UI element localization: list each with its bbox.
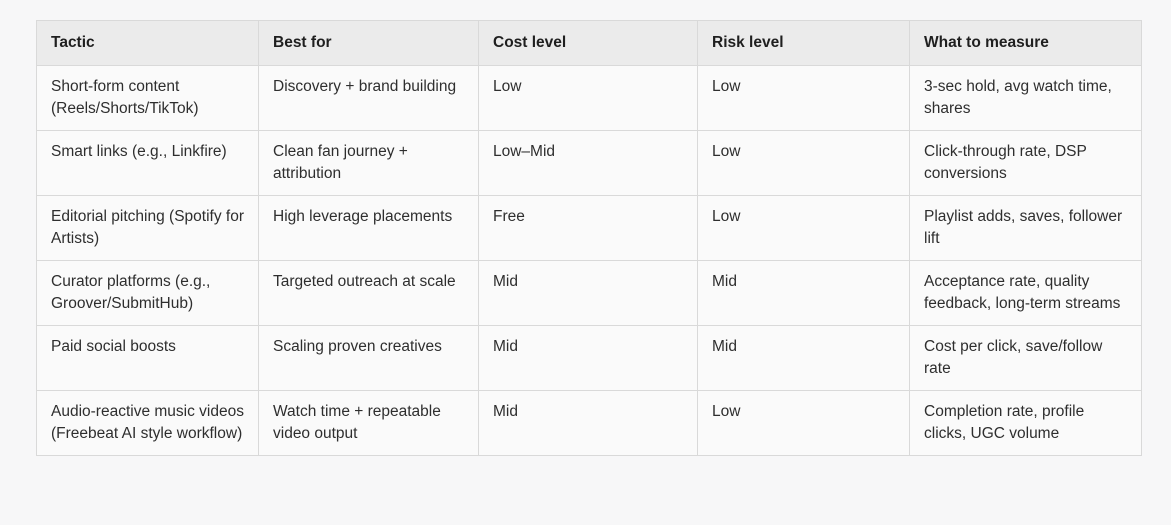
cell-tactic: Editorial pitching (Spotify for Artists)	[36, 195, 259, 261]
table-row: Smart links (e.g., Linkfire) Clean fan j…	[36, 130, 1142, 196]
table-row: Paid social boosts Scaling proven creati…	[36, 325, 1142, 391]
table-row: Audio-reactive music videos (Freebeat AI…	[36, 390, 1142, 456]
cell-cost-level: Low	[478, 65, 698, 131]
cell-cost-level: Mid	[478, 325, 698, 391]
cell-tactic: Smart links (e.g., Linkfire)	[36, 130, 259, 196]
column-header-cost-level: Cost level	[478, 20, 698, 66]
table-row: Curator platforms (e.g., Groover/SubmitH…	[36, 260, 1142, 326]
table-header-row: Tactic Best for Cost level Risk level Wh…	[36, 20, 1142, 66]
cell-best-for: Discovery + brand building	[258, 65, 479, 131]
cell-best-for: High leverage placements	[258, 195, 479, 261]
cell-risk-level: Low	[697, 195, 910, 261]
cell-what-to-measure: 3-sec hold, avg watch time, shares	[909, 65, 1142, 131]
cell-best-for: Watch time + repeatable video output	[258, 390, 479, 456]
cell-risk-level: Low	[697, 130, 910, 196]
cell-tactic: Paid social boosts	[36, 325, 259, 391]
cell-what-to-measure: Click-through rate, DSP conversions	[909, 130, 1142, 196]
column-header-tactic: Tactic	[36, 20, 259, 66]
cell-what-to-measure: Cost per click, save/follow rate	[909, 325, 1142, 391]
column-header-best-for: Best for	[258, 20, 479, 66]
cell-risk-level: Low	[697, 65, 910, 131]
cell-best-for: Targeted outreach at scale	[258, 260, 479, 326]
cell-cost-level: Free	[478, 195, 698, 261]
cell-what-to-measure: Acceptance rate, quality feedback, long-…	[909, 260, 1142, 326]
column-header-what-to-measure: What to measure	[909, 20, 1142, 66]
table-row: Short-form content (Reels/Shorts/TikTok)…	[36, 65, 1142, 131]
cell-tactic: Audio-reactive music videos (Freebeat AI…	[36, 390, 259, 456]
cell-risk-level: Mid	[697, 325, 910, 391]
table-row: Editorial pitching (Spotify for Artists)…	[36, 195, 1142, 261]
cell-cost-level: Mid	[478, 260, 698, 326]
column-header-risk-level: Risk level	[697, 20, 910, 66]
cell-what-to-measure: Playlist adds, saves, follower lift	[909, 195, 1142, 261]
cell-best-for: Clean fan journey + attribution	[258, 130, 479, 196]
cell-tactic: Short-form content (Reels/Shorts/TikTok)	[36, 65, 259, 131]
cell-tactic: Curator platforms (e.g., Groover/SubmitH…	[36, 260, 259, 326]
cell-risk-level: Mid	[697, 260, 910, 326]
cell-risk-level: Low	[697, 390, 910, 456]
cell-best-for: Scaling proven creatives	[258, 325, 479, 391]
cell-what-to-measure: Completion rate, profile clicks, UGC vol…	[909, 390, 1142, 456]
cell-cost-level: Mid	[478, 390, 698, 456]
tactics-comparison-table: Tactic Best for Cost level Risk level Wh…	[36, 20, 1142, 456]
cell-cost-level: Low–Mid	[478, 130, 698, 196]
